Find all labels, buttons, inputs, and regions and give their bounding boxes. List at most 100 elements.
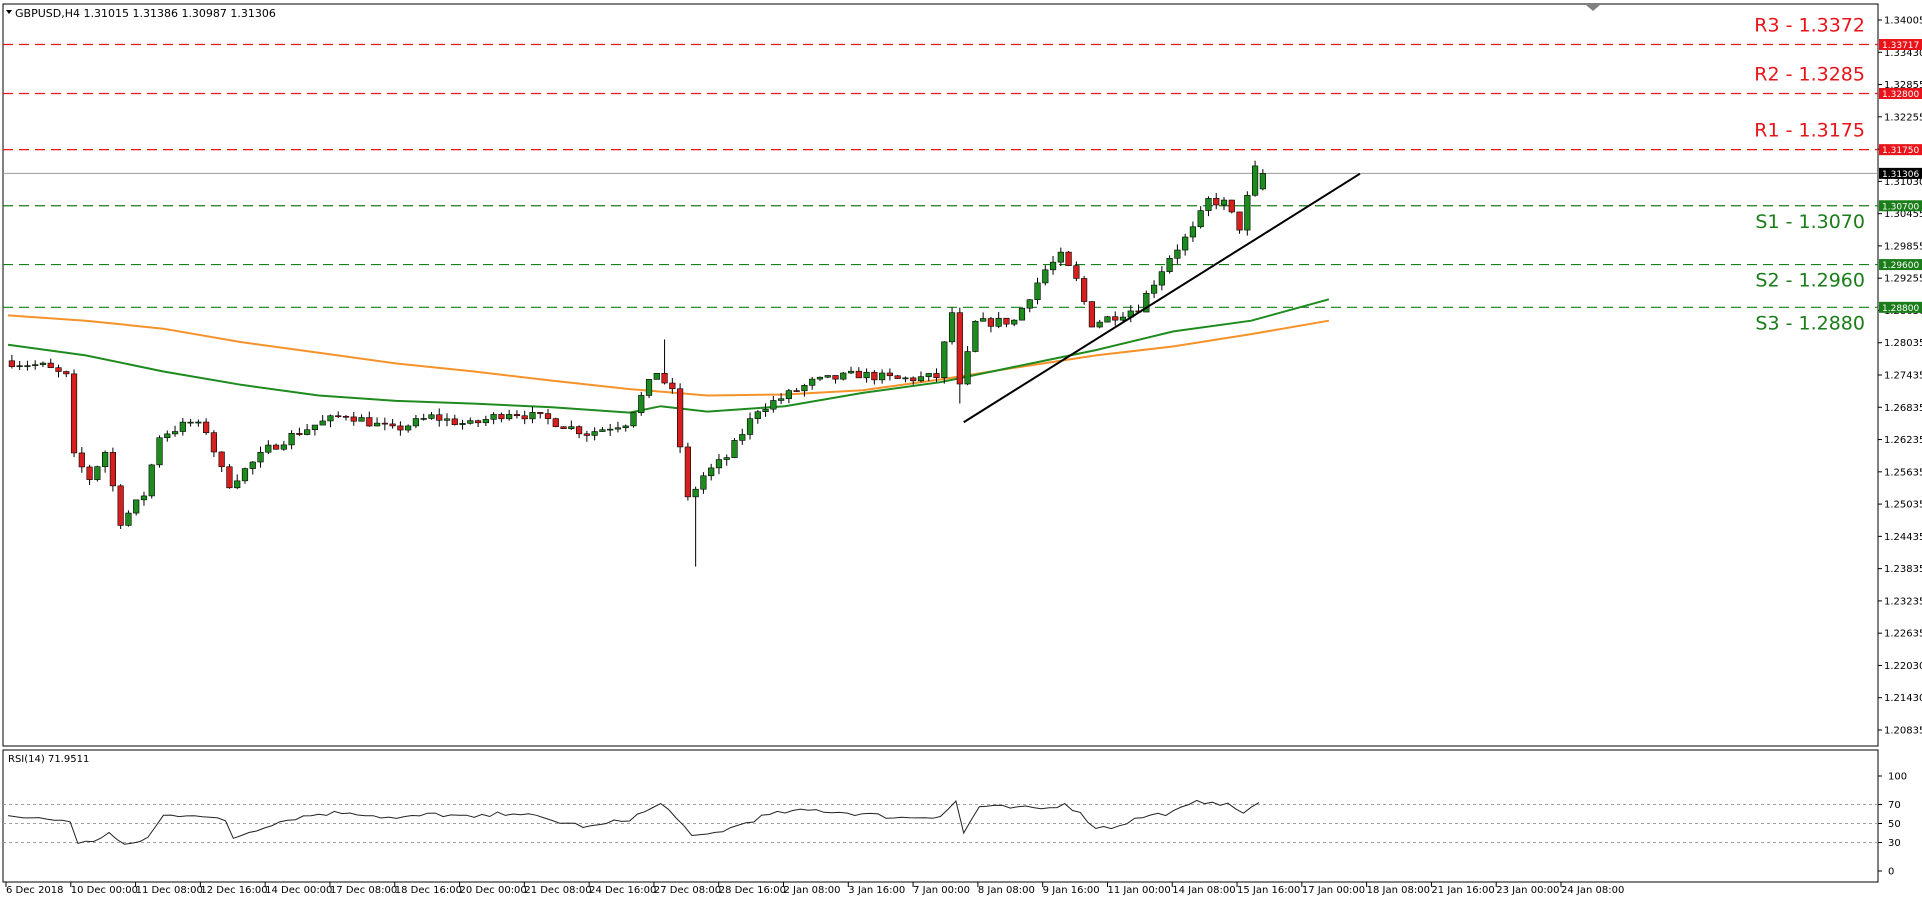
bull-candle [614, 427, 622, 430]
y-tick-label: 1.31030 [1884, 177, 1922, 188]
bull-candle [847, 370, 855, 374]
bull-candle [622, 425, 629, 429]
bull-candle [405, 425, 412, 431]
y-tick-label: 1.29855 [1884, 241, 1922, 252]
main-panel-frame [2, 3, 1879, 747]
bear-candle [1213, 198, 1220, 206]
y-tick-label: 1.27435 [1884, 371, 1922, 382]
bull-candle [638, 395, 645, 414]
x-tick-label: 12 Dec 16:00 [200, 885, 267, 896]
price-tags: 1.33717 1.32800 1.31750 1.30700 1.29600 1.288… [1879, 38, 1922, 314]
bull-candle [723, 457, 730, 460]
bull-candle [257, 451, 264, 463]
bull-candle [482, 419, 489, 424]
bear-candle [669, 382, 676, 390]
bull-candle [568, 426, 575, 430]
level-tag-s2: 1.29600 [1882, 261, 1919, 271]
x-tick-label: 14 Jan 08:00 [1172, 885, 1235, 896]
bull-candle [102, 452, 109, 467]
chart-header-title: GBPUSD,H4 1.31015 1.31386 1.30987 1.3130… [15, 7, 276, 20]
bull-candle [319, 420, 326, 426]
bull-candle [1205, 198, 1212, 211]
bull-candle [1197, 210, 1204, 228]
y-tick-label: 1.30455 [1884, 209, 1922, 220]
trendline-group [963, 172, 1361, 424]
bull-candle [1244, 194, 1251, 231]
rsi-level-lines [3, 804, 1878, 843]
rsi-line [7, 799, 1260, 845]
bear-candle [560, 426, 567, 430]
bull-candle [529, 412, 536, 420]
bull-candle [249, 461, 256, 469]
bull-candle [265, 444, 272, 453]
bull-candle [280, 444, 287, 450]
bear-candle [210, 432, 218, 453]
x-tick-label: 18 Dec 16:00 [395, 885, 462, 896]
bear-candle [109, 452, 116, 487]
bear-candle [335, 415, 342, 418]
bear-candle [498, 414, 505, 420]
bear-candle [1073, 265, 1080, 279]
x-tick-label: 21 Jan 16:00 [1431, 885, 1494, 896]
bull-candle [148, 464, 155, 497]
bear-candle [987, 318, 995, 327]
bear-candle [1003, 317, 1010, 325]
bear-candle [63, 371, 70, 375]
bear-candle [661, 372, 668, 384]
bear-candle [956, 312, 963, 385]
bull-candle [1150, 284, 1158, 294]
bear-candle [894, 375, 901, 379]
x-tick-label: 3 Jan 16:00 [848, 885, 905, 896]
bull-candle [234, 480, 241, 489]
bear-candle [552, 418, 559, 428]
bull-candle [358, 417, 365, 422]
bull-candle [1119, 316, 1127, 321]
bull-candle [241, 468, 249, 482]
y-tick-label: 1.24435 [1884, 532, 1922, 543]
bull-candle [770, 400, 777, 410]
bear-candle [871, 371, 878, 381]
bear-candle [1228, 199, 1235, 213]
level-label-r3: R3 - 1.3372 [1754, 14, 1865, 36]
bull-candle [1057, 251, 1064, 263]
bear-candle [389, 423, 396, 427]
bear-candle [1081, 278, 1088, 302]
bear-candle [1088, 301, 1096, 328]
bull-candle [863, 371, 870, 379]
bear-candle [47, 362, 54, 368]
bull-candle [700, 475, 707, 490]
level-tag-bg-r2 [1879, 88, 1922, 100]
bear-candle [436, 414, 443, 421]
bear-candle [886, 372, 893, 377]
bull-candle [443, 418, 451, 421]
level-tag-bg-s3 [1879, 301, 1922, 313]
x-tick-label: 27 Dec 08:00 [654, 885, 721, 896]
x-tick-label: 14 Dec 00:00 [265, 885, 332, 896]
bear-candle [521, 415, 528, 420]
bull-candle [428, 414, 435, 419]
bear-candle [1065, 251, 1072, 266]
bull-candle [1011, 319, 1018, 325]
bull-candle [1189, 226, 1197, 238]
bull-candle [948, 312, 956, 343]
bull-candle [16, 365, 23, 368]
bear-candle [366, 417, 373, 427]
bear-candle [537, 412, 544, 414]
level-tag-r2: 1.32800 [1882, 90, 1919, 100]
bull-candle [288, 433, 295, 446]
y-tick-label: 1.23835 [1884, 564, 1922, 575]
bear-candle [684, 446, 691, 498]
x-tick-label: 11 Jan 00:00 [1107, 885, 1170, 896]
bull-candle [1096, 321, 1103, 328]
bull-candle [824, 375, 831, 378]
bull-candle [739, 434, 746, 441]
chart-menu-arrow-icon[interactable] [6, 10, 12, 14]
bear-candle [203, 421, 210, 433]
bear-candle [583, 433, 590, 436]
bear-candle [296, 433, 303, 435]
bull-candle [692, 488, 699, 498]
current-price-tag-bg [1879, 167, 1922, 179]
bear-candle [451, 418, 458, 425]
